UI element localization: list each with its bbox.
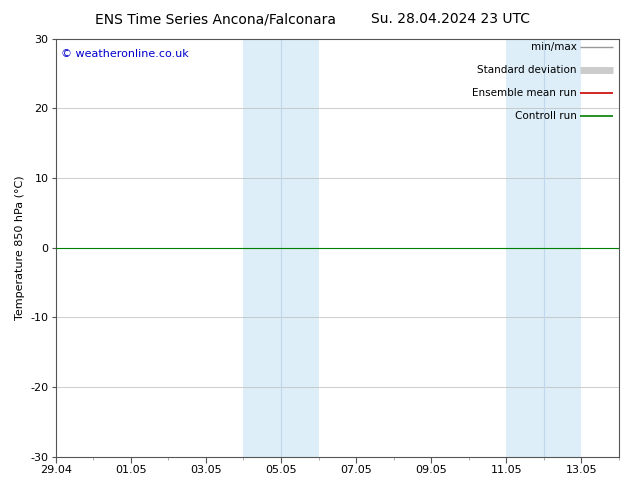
Text: min/max: min/max [531,42,577,52]
Text: ENS Time Series Ancona/Falconara: ENS Time Series Ancona/Falconara [95,12,336,26]
Y-axis label: Temperature 850 hPa (°C): Temperature 850 hPa (°C) [15,175,25,320]
Text: Standard deviation: Standard deviation [477,65,577,75]
Bar [507,39,581,457]
Text: Ensemble mean run: Ensemble mean run [472,88,577,98]
Text: Controll run: Controll run [515,111,577,121]
Text: © weatheronline.co.uk: © weatheronline.co.uk [61,49,189,59]
Text: Su. 28.04.2024 23 UTC: Su. 28.04.2024 23 UTC [371,12,529,26]
Bar [243,39,318,457]
